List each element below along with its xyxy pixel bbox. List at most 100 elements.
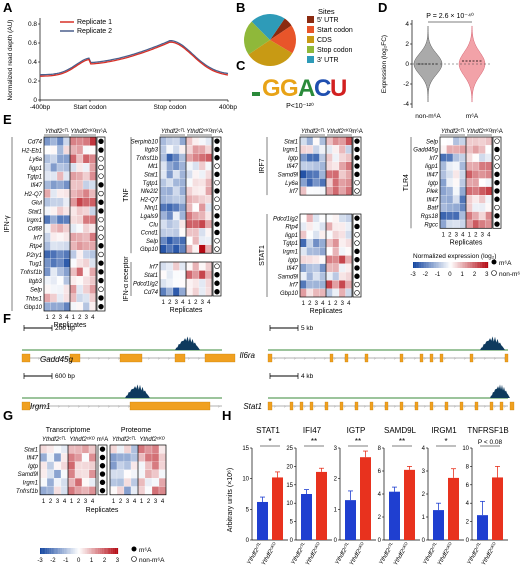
heatmap-cell xyxy=(325,178,333,187)
heatmap-cell xyxy=(89,145,97,155)
heatmap-cell xyxy=(312,178,320,187)
heatmap-cell xyxy=(192,186,200,196)
heatmap-cell xyxy=(63,267,71,277)
heatmap-cell xyxy=(472,178,480,187)
heatmap-cell xyxy=(63,163,71,172)
heatmap-cell xyxy=(158,469,167,479)
heatmap-cell xyxy=(56,276,64,286)
heatmap-cell xyxy=(89,276,97,286)
heatmap-cell xyxy=(205,270,213,280)
legend-gradient-step xyxy=(454,262,456,268)
heatmap-cell xyxy=(43,258,51,268)
exon-block xyxy=(429,353,434,363)
significance-mark: ** xyxy=(355,437,361,446)
heatmap-cell xyxy=(109,478,118,487)
replicate-number: 1 xyxy=(72,315,76,321)
non-m6a-dot xyxy=(354,281,360,288)
heatmap-cell xyxy=(452,178,460,187)
heatmap-cell xyxy=(485,136,493,146)
heatmap-cell xyxy=(205,244,213,254)
heatmap-cell xyxy=(69,189,77,198)
heatmap-cell xyxy=(446,195,454,204)
heatmap-cell xyxy=(82,171,90,181)
heatmap-cell xyxy=(56,241,64,251)
replicate-number: 1 xyxy=(70,499,74,505)
y-tick-label: 3 xyxy=(334,446,338,452)
heatmap-cell xyxy=(459,161,467,171)
heatmap-cell xyxy=(452,186,460,196)
legend-gradient-step xyxy=(443,262,445,268)
replicate-number: 2 xyxy=(474,232,478,238)
replicate-number: 1 xyxy=(442,232,446,238)
heatmap-cell xyxy=(82,136,90,146)
m6a-dot xyxy=(98,147,104,153)
legend-m6a-dot xyxy=(131,546,137,552)
heatmap-cell xyxy=(205,170,213,179)
strand-arrow: › xyxy=(108,356,110,362)
pie-slice xyxy=(270,18,292,40)
heatmap-cell xyxy=(151,444,160,454)
heatmap-cell xyxy=(459,170,467,179)
heatmap-cell xyxy=(299,280,307,289)
heatmap-cell xyxy=(50,302,58,312)
heatmap-cell xyxy=(472,186,480,196)
heatmap-cell xyxy=(319,263,327,273)
heatmap-cell xyxy=(205,145,213,154)
replicate-number: 1 xyxy=(162,300,166,306)
heatmap-cell xyxy=(69,206,77,216)
m6a-dot xyxy=(494,196,500,202)
m6a-dot xyxy=(214,280,220,286)
exon-block xyxy=(339,401,344,411)
strand-arrow: › xyxy=(314,404,316,410)
heatmap-cell xyxy=(478,170,486,179)
legend-gradient-step xyxy=(101,548,103,554)
heatmap-cell xyxy=(185,211,193,221)
m6a-dot xyxy=(214,289,220,295)
heatmap-cell xyxy=(332,170,340,179)
heatmap-cell xyxy=(179,219,187,229)
heatmap-cell xyxy=(50,267,58,277)
strand-arrow: › xyxy=(324,356,326,362)
heatmap-cell xyxy=(76,232,84,242)
group-header: Ythdf2ᶜᵀᴸ xyxy=(42,436,67,443)
y-tick-label: 0.2 xyxy=(28,78,37,85)
heatmap-cell xyxy=(478,136,486,146)
heatmap-cell xyxy=(159,211,167,221)
group-header: Ythdf2ᶜᴷᴼ xyxy=(326,128,352,135)
legend-gradient-step xyxy=(420,262,422,268)
y-tick-label: 0 xyxy=(466,538,470,544)
heatmap-cell xyxy=(345,272,353,281)
heatmap-cell xyxy=(185,228,193,237)
heatmap-cell xyxy=(74,478,83,487)
exon-block xyxy=(439,353,444,363)
replicate-number: 1 xyxy=(112,499,116,505)
heatmap-cell xyxy=(89,171,97,181)
heatmap-cell xyxy=(89,180,97,190)
bar xyxy=(477,515,488,540)
heatmap-cell xyxy=(299,170,307,179)
heatmap-cell xyxy=(325,288,333,298)
non-m6a-dot xyxy=(494,204,500,211)
y-tick-label: 2 xyxy=(378,515,382,521)
bar xyxy=(272,477,283,540)
heatmap-cell xyxy=(82,180,90,190)
gene-label: Mt1 xyxy=(148,164,158,170)
heatmap-cell xyxy=(332,178,340,187)
heatmap-cell xyxy=(338,238,346,248)
m6a-dot xyxy=(99,471,106,477)
heatmap-cell xyxy=(185,203,193,212)
heatmap-cell xyxy=(478,178,486,187)
non-m6a-dot xyxy=(494,155,500,161)
heatmap-cell xyxy=(137,469,146,479)
legend-gradient-step xyxy=(81,548,83,554)
heatmap-cell xyxy=(185,287,193,297)
replicates-label: Replicates xyxy=(54,322,87,329)
heatmap-cell xyxy=(338,230,346,240)
heatmap-cell xyxy=(159,170,167,179)
heatmap-cell xyxy=(332,186,340,196)
heatmap-cell xyxy=(446,161,454,171)
heatmap-cell xyxy=(319,222,327,231)
legend-gradient-step xyxy=(430,262,432,268)
legend-gradient-step xyxy=(75,548,77,554)
strand-arrow: › xyxy=(394,356,396,362)
